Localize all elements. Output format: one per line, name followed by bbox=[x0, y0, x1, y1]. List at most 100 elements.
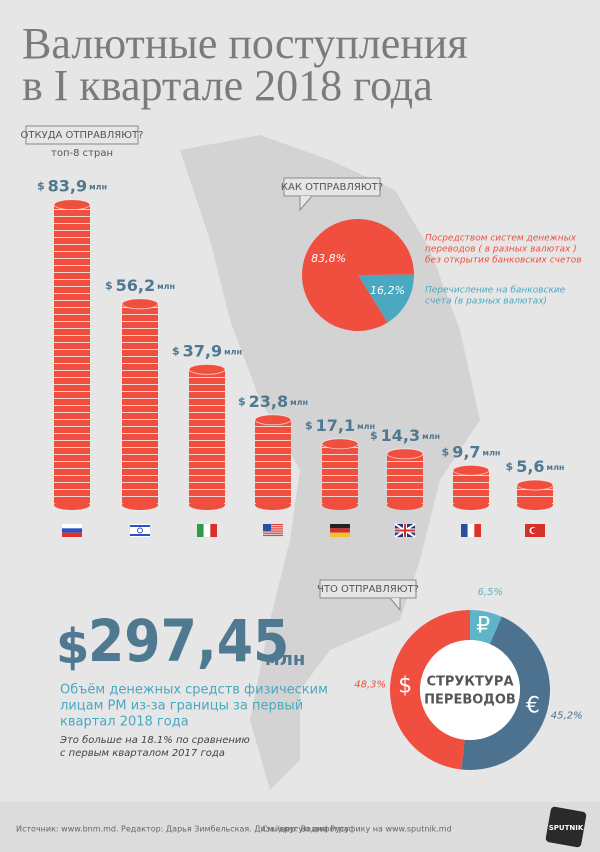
flag-part bbox=[263, 525, 283, 527]
coin-bottom bbox=[453, 500, 489, 510]
coin-stack bbox=[121, 298, 159, 510]
coin-top bbox=[53, 199, 91, 211]
value-label: $5,6 млн bbox=[506, 456, 565, 475]
callout-tail bbox=[389, 597, 401, 612]
value-label: $83,9 млн bbox=[37, 176, 107, 195]
coin-bottom bbox=[189, 500, 225, 510]
value-prefix: $ bbox=[506, 460, 514, 473]
value-unit: млн bbox=[224, 347, 242, 356]
flag-part bbox=[263, 524, 271, 531]
legend-text: переводов ( в разных валютах ) bbox=[425, 245, 577, 255]
callout-box bbox=[25, 125, 139, 145]
title-line: Валютные поступления bbox=[22, 19, 468, 68]
logo-text: SPUTNIK bbox=[549, 824, 584, 832]
footer-source: Источник: www.bnm.md. Редактор: Дарья Зи… bbox=[16, 825, 352, 834]
summary-text: квартал 2018 года bbox=[60, 715, 189, 730]
pie-slice bbox=[302, 219, 414, 331]
flag-part bbox=[197, 524, 204, 537]
value-prefix: $ bbox=[305, 419, 313, 432]
flag-part bbox=[137, 527, 143, 534]
value-prefix: $ bbox=[37, 180, 45, 193]
coin-bottom bbox=[255, 500, 291, 510]
value-label: $56,2 млн bbox=[105, 275, 175, 294]
callout-box bbox=[283, 177, 381, 197]
flag-part bbox=[263, 524, 283, 525]
legend-text: счета (в разных валютах) bbox=[425, 297, 547, 307]
callout-title: ЧТО ОТПРАВЛЯЮТ? bbox=[317, 584, 419, 595]
value-number: 9,7 bbox=[452, 442, 480, 461]
coin-stack-body bbox=[322, 443, 358, 505]
coin-stack-body bbox=[255, 419, 291, 505]
coin-stack bbox=[188, 363, 226, 510]
callout-box bbox=[319, 579, 417, 599]
flag-part bbox=[330, 532, 350, 537]
logo-badge bbox=[545, 806, 587, 848]
value-label: $37,9 млн bbox=[172, 341, 242, 360]
flag-part bbox=[62, 528, 82, 533]
coin-stack bbox=[254, 414, 292, 510]
summary-text: лицам РМ из-за границы за первый bbox=[60, 699, 303, 714]
coin-top bbox=[321, 438, 359, 450]
callout-tail bbox=[299, 195, 313, 212]
coin-stack-body bbox=[517, 484, 553, 505]
value-prefix: $ bbox=[172, 344, 180, 357]
flag-part bbox=[62, 524, 82, 529]
donut-center bbox=[420, 640, 520, 740]
donut-center-label: ПЕРЕВОДОВ bbox=[424, 693, 516, 708]
flag bbox=[130, 524, 150, 537]
coin-bottom bbox=[322, 500, 358, 510]
flag-part bbox=[263, 529, 283, 531]
coin-top bbox=[254, 414, 292, 426]
coin-stack-body bbox=[122, 303, 158, 505]
value-number: 17,1 bbox=[316, 415, 355, 434]
value-prefix: $ bbox=[238, 395, 246, 408]
coin-bottom bbox=[387, 500, 423, 510]
segment-label: 45,2% bbox=[551, 710, 583, 721]
value-unit: млн bbox=[547, 462, 565, 471]
segment-label: 48,3% bbox=[354, 680, 386, 691]
pie-slice bbox=[358, 274, 414, 323]
value-unit: млн bbox=[483, 448, 501, 457]
segment-symbol: $ bbox=[398, 674, 412, 699]
value-label: $9,7 млн bbox=[442, 442, 501, 461]
value-number: 83,9 bbox=[48, 176, 87, 195]
coin-stack bbox=[53, 199, 91, 510]
donut-segment bbox=[470, 610, 502, 645]
callout-title: КАК ОТПРАВЛЯЮТ? bbox=[281, 182, 383, 193]
title-line: в I квартале 2018 года bbox=[22, 61, 433, 110]
summary-note: с первым кварталом 2017 года bbox=[60, 748, 225, 759]
slice-label: 83,8% bbox=[311, 252, 346, 265]
value-unit: млн bbox=[357, 421, 375, 430]
flag-part bbox=[531, 527, 537, 534]
flag-part bbox=[263, 531, 283, 533]
flag-part bbox=[330, 524, 350, 529]
flag bbox=[62, 524, 82, 537]
flag bbox=[263, 524, 283, 537]
flag-part bbox=[130, 525, 150, 527]
legend-text: без открытия банковских счетов bbox=[425, 256, 582, 266]
coin-bottom bbox=[517, 500, 553, 510]
value-number: 14,3 bbox=[381, 425, 420, 444]
coin-stack-body bbox=[453, 470, 489, 505]
summary-unit: млн bbox=[265, 649, 305, 670]
flag-part bbox=[474, 524, 481, 537]
value-number: 23,8 bbox=[249, 391, 288, 410]
flag bbox=[525, 524, 545, 537]
flag bbox=[197, 524, 217, 537]
flag bbox=[330, 524, 350, 537]
coin-bottom bbox=[122, 500, 158, 510]
summary-amount: 297,45 bbox=[88, 607, 289, 675]
value-prefix: $ bbox=[370, 429, 378, 442]
legend-text: Перечисление на банковские bbox=[425, 286, 566, 296]
coin-bottom bbox=[54, 500, 90, 510]
coin-stack-body bbox=[189, 369, 225, 505]
footer-more: См. другую инфографику на www.sputnik.md bbox=[262, 825, 452, 834]
coin-stack bbox=[321, 438, 359, 510]
flag-part bbox=[330, 528, 350, 533]
value-unit: млн bbox=[290, 397, 308, 406]
coin-top bbox=[386, 448, 424, 460]
value-number: 37,9 bbox=[183, 341, 222, 360]
summary-note: Это больше на 18.1% по сравнению bbox=[59, 734, 250, 746]
